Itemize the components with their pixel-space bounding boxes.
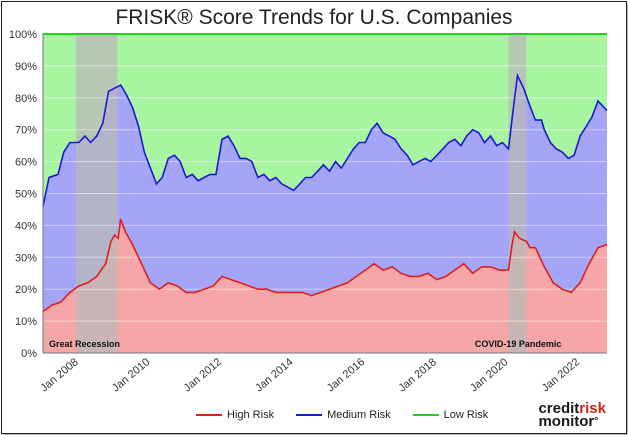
y-tick-label: 30%	[15, 252, 37, 264]
x-tick-label: Jan 2014	[253, 356, 295, 394]
legend-item-medium-risk: Medium Risk	[296, 409, 391, 421]
y-tick-label: 60%	[15, 157, 37, 169]
high-risk-area	[43, 219, 607, 353]
y-tick-label: 50%	[15, 189, 37, 201]
logo-mark: °	[594, 416, 599, 427]
logo-credit: credit	[538, 400, 580, 417]
annotation-label-1: COVID-19 Pandemic	[475, 339, 562, 349]
y-tick-label: 70%	[15, 125, 37, 137]
x-tick-label: Jan 2022	[540, 356, 582, 394]
y-tick-label: 40%	[15, 220, 37, 232]
logo-monitor: monitor	[538, 413, 595, 430]
legend-item-high-risk: High Risk	[196, 409, 274, 421]
logo-risk: risk	[579, 400, 606, 417]
x-tick-label: Jan 2012	[182, 356, 224, 394]
chart-title: FRISK® Score Trends for U.S. Companies	[115, 6, 513, 29]
legend-swatch-low-risk	[412, 414, 439, 416]
legend-swatch-medium-risk	[296, 414, 323, 416]
legend-label-medium-risk: Medium Risk	[327, 409, 391, 421]
high-risk-line	[42, 218, 608, 313]
legend: High Risk Medium Risk Low Risk	[196, 409, 488, 421]
x-tick-label: Jan 2008	[38, 356, 80, 394]
y-tick-label: 20%	[15, 284, 37, 296]
legend-swatch-high-risk	[196, 414, 222, 416]
x-tick-label: Jan 2020	[468, 356, 510, 394]
y-tick-label: 100%	[9, 29, 37, 41]
medium-risk-line	[42, 72, 608, 207]
creditriskmonitor-logo: creditrisk monitor°	[538, 400, 606, 430]
annotation-label-0: Great Recession	[49, 339, 120, 349]
x-tick-label: Jan 2010	[110, 356, 152, 394]
y-tick-label: 80%	[15, 93, 37, 105]
legend-item-low-risk: Low Risk	[412, 409, 489, 421]
legend-label-high-risk: High Risk	[227, 409, 275, 421]
y-tick-label: 0%	[21, 348, 37, 360]
x-tick-label: Jan 2018	[396, 356, 438, 394]
annotation-band-0	[75, 34, 118, 353]
y-tick-label: 10%	[15, 316, 37, 328]
x-tick-label: Jan 2016	[325, 356, 367, 394]
legend-label-low-risk: Low Risk	[443, 409, 489, 421]
y-tick-label: 90%	[15, 61, 37, 73]
